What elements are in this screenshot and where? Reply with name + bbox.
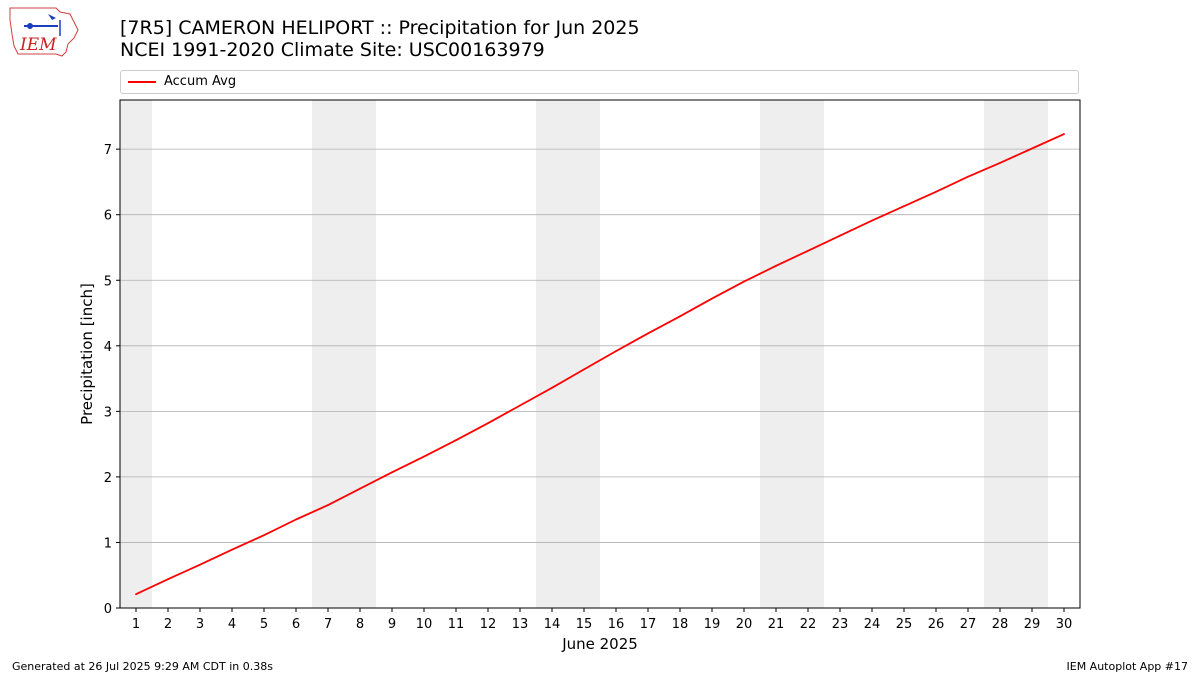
data-point — [455, 439, 457, 442]
data-point — [903, 205, 905, 208]
data-point — [647, 332, 649, 335]
legend-swatch-accum-avg — [128, 81, 156, 83]
data-point — [199, 563, 201, 566]
x-tick-label: 6 — [292, 617, 300, 632]
weekend-band — [344, 100, 376, 608]
weekend-band — [120, 100, 152, 608]
x-tick-label: 1 — [132, 617, 140, 632]
x-tick-label: 22 — [800, 617, 817, 632]
data-point — [391, 471, 393, 474]
x-tick-label: 13 — [512, 617, 529, 632]
x-tick-label: 10 — [416, 617, 433, 632]
weekend-band — [1016, 100, 1048, 608]
footer-app-id: IEM Autoplot App #17 — [1066, 660, 1189, 673]
y-axis-label: Precipitation [inch] — [78, 283, 96, 425]
data-point — [711, 297, 713, 300]
title-line-1: [7R5] CAMERON HELIPORT :: Precipitation … — [120, 17, 640, 39]
x-tick-label: 28 — [992, 617, 1009, 632]
x-tick-label: 7 — [324, 617, 332, 632]
weekend-band — [792, 100, 824, 608]
data-point — [135, 593, 137, 596]
data-point — [679, 315, 681, 318]
x-tick-label: 20 — [736, 617, 753, 632]
x-tick-label: 26 — [928, 617, 945, 632]
data-point — [551, 386, 553, 389]
data-point — [423, 455, 425, 458]
x-tick-label: 2 — [164, 617, 172, 632]
iem-logo-text: IEM — [19, 35, 57, 55]
x-tick-label: 25 — [896, 617, 913, 632]
weekend-band — [568, 100, 600, 608]
data-point — [519, 404, 521, 407]
x-tick-label: 8 — [356, 617, 364, 632]
data-point — [263, 534, 265, 537]
data-point — [807, 249, 809, 252]
x-tick-label: 4 — [228, 617, 236, 632]
y-tick-label: 4 — [104, 340, 112, 355]
y-tick-label: 2 — [104, 471, 112, 486]
x-tick-label: 12 — [480, 617, 497, 632]
weekend-band — [760, 100, 792, 608]
data-point — [231, 548, 233, 551]
x-axis-label: June 2025 — [561, 635, 638, 653]
data-point — [935, 190, 937, 193]
legend-label-accum-avg: Accum Avg — [164, 74, 237, 89]
data-point — [1063, 133, 1065, 135]
x-tick-label: 19 — [704, 617, 721, 632]
data-point — [615, 350, 617, 352]
x-tick-label: 18 — [672, 617, 689, 632]
weekend-band — [536, 100, 568, 608]
x-tick-label: 9 — [388, 617, 396, 632]
data-point — [487, 422, 489, 425]
x-tick-label: 15 — [576, 617, 593, 632]
y-tick-label: 0 — [104, 602, 112, 617]
data-point — [999, 162, 1001, 164]
data-point — [359, 487, 361, 490]
data-point — [871, 219, 873, 222]
x-tick-label: 5 — [260, 617, 268, 632]
iem-logo-icon: IEM — [9, 7, 79, 57]
x-tick-label: 14 — [544, 617, 561, 632]
data-point — [839, 234, 841, 237]
y-tick-label: 6 — [104, 209, 112, 224]
x-tick-label: 24 — [864, 617, 881, 632]
data-point — [743, 280, 745, 283]
x-tick-label: 29 — [1024, 617, 1041, 632]
weekend-band — [312, 100, 344, 608]
y-tick-label: 3 — [104, 405, 112, 420]
title-line-2: NCEI 1991-2020 Climate Site: USC00163979 — [120, 39, 545, 61]
x-tick-label: 16 — [608, 617, 625, 632]
legend: Accum Avg — [120, 70, 1079, 94]
series-line-accum-avg — [135, 133, 1065, 596]
data-point — [967, 175, 969, 178]
chart-title: [7R5] CAMERON HELIPORT :: Precipitation … — [120, 17, 640, 61]
y-tick-label: 1 — [104, 536, 112, 551]
y-tick-label: 5 — [104, 274, 112, 289]
data-point — [295, 518, 297, 521]
data-point — [1031, 147, 1033, 150]
data-point — [167, 578, 169, 581]
data-point — [583, 368, 585, 371]
x-tick-label: 11 — [448, 617, 465, 632]
x-tick-label: 30 — [1056, 617, 1073, 632]
footer-generated: Generated at 26 Jul 2025 9:29 AM CDT in … — [12, 660, 273, 673]
x-tick-label: 17 — [640, 617, 657, 632]
data-point — [327, 504, 329, 506]
x-tick-label: 27 — [960, 617, 977, 632]
x-tick-label: 23 — [832, 617, 849, 632]
weekend-band — [984, 100, 1016, 608]
plot-frame — [119, 99, 1081, 609]
x-tick-label: 21 — [768, 617, 785, 632]
x-tick-label: 3 — [196, 617, 204, 632]
data-point — [775, 264, 777, 267]
y-tick-label: 7 — [104, 143, 112, 158]
